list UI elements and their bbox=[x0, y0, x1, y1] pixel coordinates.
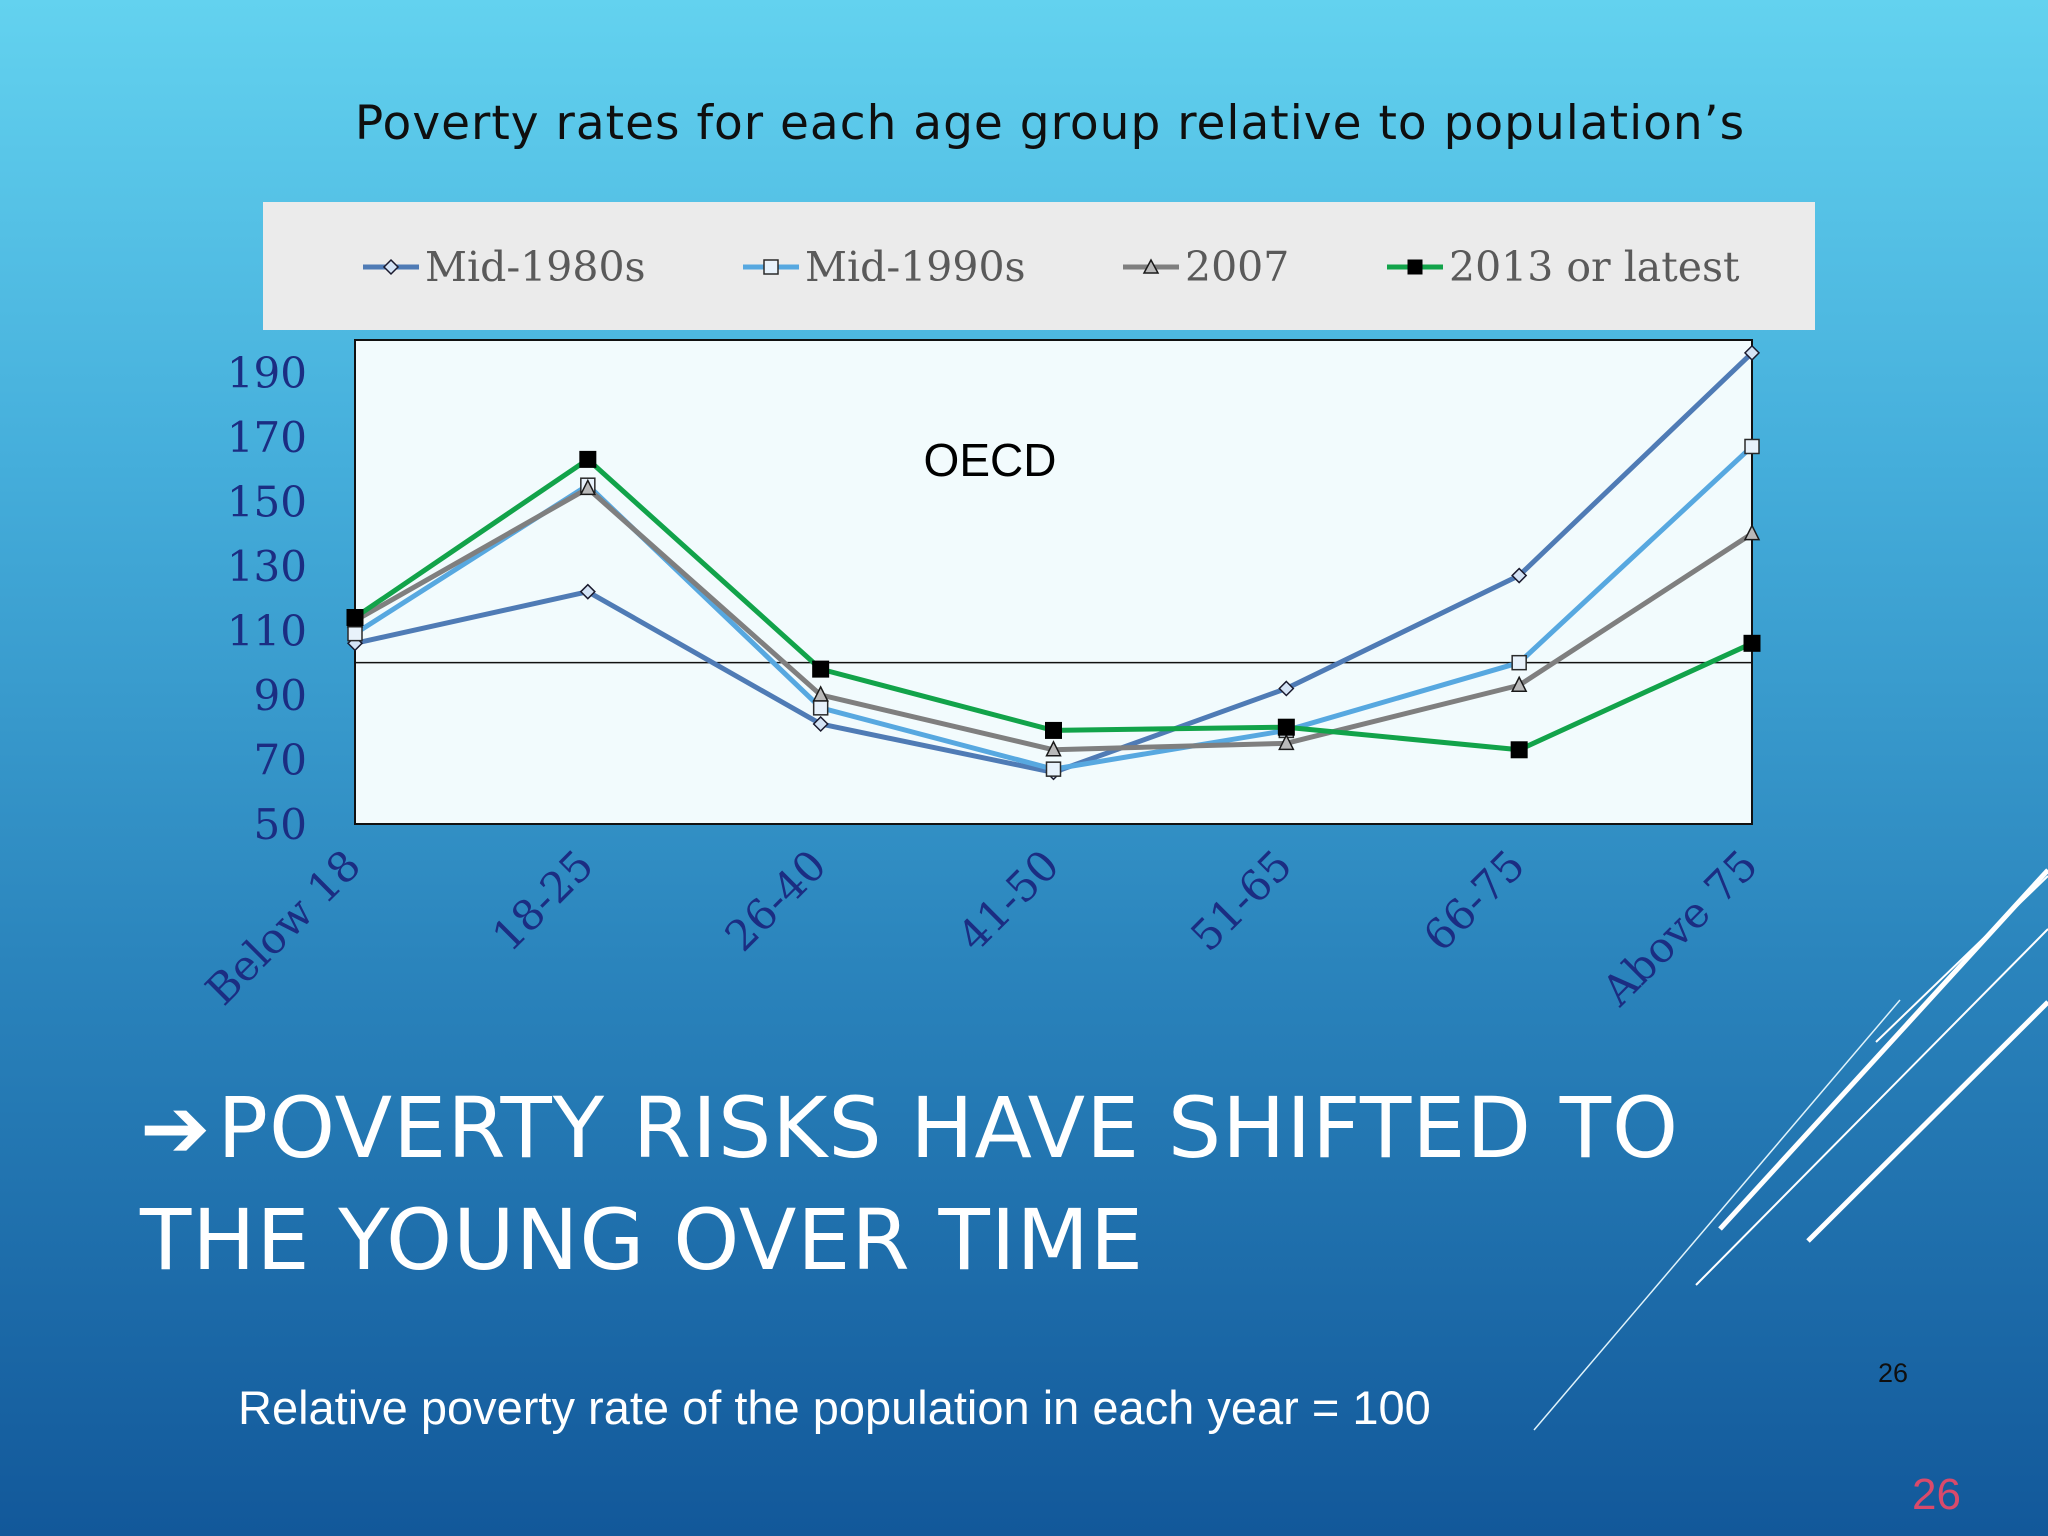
square-marker-icon bbox=[743, 259, 799, 275]
data-point bbox=[1510, 675, 1528, 693]
chart-title: Poverty rates for each age group relativ… bbox=[354, 96, 1746, 151]
y-tick-label: 190 bbox=[227, 348, 307, 397]
legend-label: 2013 or latest bbox=[1449, 243, 1740, 291]
data-point bbox=[579, 583, 596, 600]
triangle-marker-icon bbox=[1123, 258, 1179, 274]
data-point bbox=[1511, 567, 1528, 584]
y-tick-label: 90 bbox=[254, 671, 307, 720]
line-chart: 50 70 90 110 130 150 170 190 Below 18 18-25 26-40 4… bbox=[196, 339, 1767, 1016]
legend-label: Mid-1980s bbox=[425, 243, 646, 291]
slide-number-small: 26 bbox=[1878, 1358, 1909, 1388]
y-tick-label: 110 bbox=[227, 606, 307, 655]
data-point bbox=[1277, 718, 1295, 736]
legend-item-mid-1980s: Mid-1980s bbox=[361, 242, 646, 292]
data-point bbox=[812, 660, 830, 678]
data-point bbox=[812, 715, 829, 733]
data-point bbox=[346, 608, 364, 626]
y-tick-label: 70 bbox=[254, 735, 307, 784]
x-tick-label: Below 18 bbox=[196, 840, 370, 1014]
slide-number: 26 bbox=[1912, 1470, 1961, 1519]
x-tick-label: Above 75 bbox=[1592, 840, 1767, 1015]
x-tick-label: 26-40 bbox=[715, 840, 835, 960]
legend-label: Mid-1990s bbox=[805, 243, 1026, 291]
chart-annotation: OECD bbox=[924, 434, 1057, 486]
x-tick-label: 51-65 bbox=[1181, 840, 1301, 960]
footnote: Relative poverty rate of the population … bbox=[238, 1381, 1431, 1434]
legend-item-mid-1990s: Mid-1990s bbox=[741, 242, 1026, 292]
data-point bbox=[1045, 721, 1062, 739]
x-tick-label: 66-75 bbox=[1414, 840, 1534, 960]
x-tick-label: 41-50 bbox=[948, 840, 1068, 960]
data-point bbox=[1045, 740, 1062, 757]
x-tick-label: 18-25 bbox=[483, 840, 603, 960]
legend-item-2013-or-latest: 2013 or latest bbox=[1385, 242, 1740, 292]
data-point bbox=[1510, 741, 1528, 759]
data-point bbox=[1278, 733, 1295, 751]
data-point bbox=[579, 478, 597, 496]
headline-text: Poverty risks have shifted to the young … bbox=[140, 1079, 1680, 1289]
data-point bbox=[1743, 634, 1761, 652]
filled-square-marker-icon bbox=[1387, 259, 1443, 275]
y-tick-label: 170 bbox=[227, 413, 307, 462]
arrow-icon: ➔ bbox=[140, 1079, 212, 1177]
y-tick-label: 150 bbox=[227, 477, 307, 526]
legend-item-2007: 2007 bbox=[1121, 242, 1289, 292]
y-tick-label: 130 bbox=[227, 542, 307, 591]
chart-legend: Mid-1980s Mid-1990s 2007 2013 or latest bbox=[263, 202, 1815, 330]
data-point bbox=[347, 625, 363, 642]
data-point bbox=[812, 700, 829, 716]
diamond-marker-icon bbox=[363, 258, 419, 276]
y-tick-label: 50 bbox=[254, 800, 307, 849]
data-point bbox=[1511, 654, 1527, 671]
data-point bbox=[579, 450, 597, 468]
data-point bbox=[1743, 344, 1761, 361]
data-point bbox=[812, 685, 829, 702]
legend-label: 2007 bbox=[1185, 243, 1290, 291]
headline: ➔Poverty risks have shifted to the young… bbox=[140, 1072, 1740, 1296]
data-point bbox=[1744, 438, 1760, 455]
data-point bbox=[1278, 680, 1295, 697]
data-point bbox=[1045, 761, 1062, 777]
data-point bbox=[1743, 523, 1761, 541]
